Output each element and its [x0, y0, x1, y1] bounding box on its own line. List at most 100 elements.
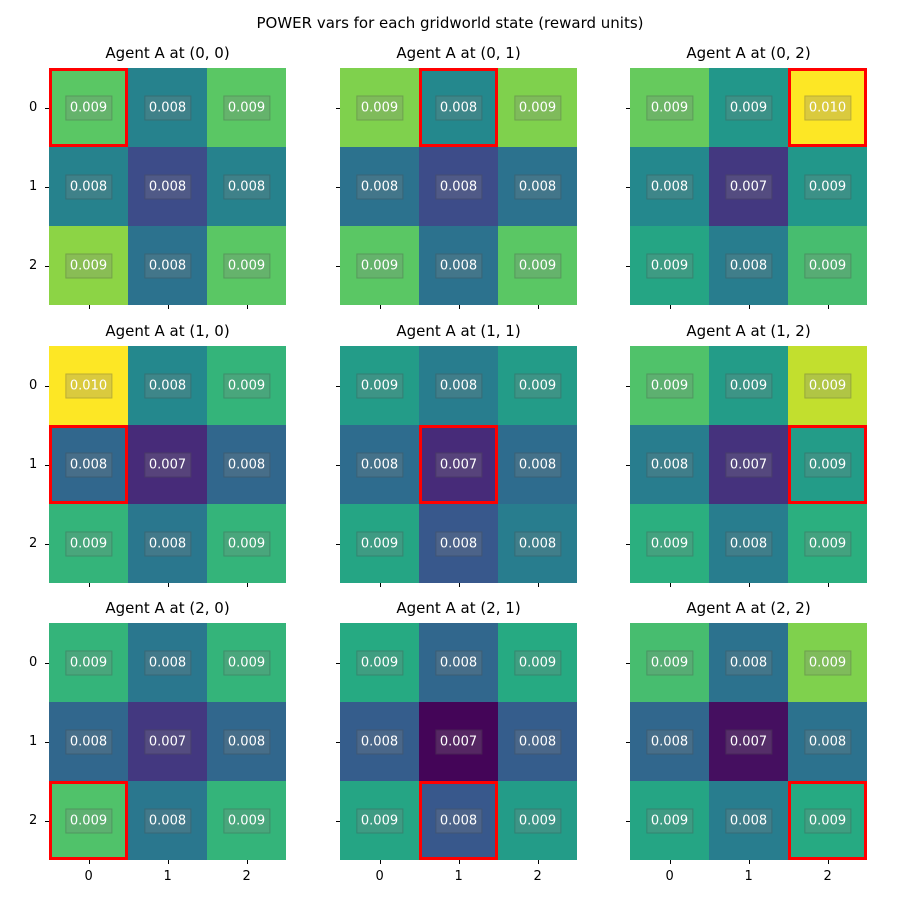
- heatmap-cell: 0.008: [128, 781, 207, 860]
- cell-value-label: 0.007: [143, 452, 192, 477]
- y-tick-mark: [45, 186, 49, 188]
- cell-value-label: 0.009: [803, 531, 852, 556]
- cell-value-label: 0.009: [64, 531, 113, 556]
- heatmap-cell: 0.007: [709, 702, 788, 781]
- y-tick-label: 2: [29, 535, 38, 551]
- heatmap-axes: 0.009 0.009 0.010 0.008 0.007 0.009 0.009 0.008…: [630, 68, 867, 305]
- y-tick-mark: [626, 265, 630, 267]
- cell-value-label: 0.008: [434, 373, 483, 398]
- y-tick-mark: [336, 464, 340, 466]
- cell-value-label: 0.009: [724, 95, 773, 120]
- cell-value-label: 0.007: [143, 729, 192, 754]
- y-tick-label: 2: [29, 257, 38, 273]
- cell-value-label: 0.009: [513, 808, 562, 833]
- x-tick-mark: [537, 583, 539, 587]
- y-tick-mark: [626, 186, 630, 188]
- cell-value-label: 0.009: [645, 808, 694, 833]
- heatmap-cell: 0.008: [709, 226, 788, 305]
- y-tick-mark: [336, 543, 340, 545]
- cell-value-label: 0.009: [355, 650, 404, 675]
- y-tick-label: 0: [29, 377, 38, 393]
- heatmap-cell: 0.008: [498, 702, 577, 781]
- panel-title: Agent A at (2, 2): [686, 599, 811, 617]
- panel-title: Agent A at (1, 1): [396, 322, 521, 340]
- heatmap-cell: 0.008: [128, 147, 207, 226]
- heatmap-cell: 0.008: [498, 504, 577, 583]
- cell-value-label: 0.008: [355, 729, 404, 754]
- y-tick-mark: [45, 741, 49, 743]
- cell-value-label: 0.008: [724, 650, 773, 675]
- panel-title: Agent A at (0, 0): [105, 44, 230, 62]
- panel-title: Agent A at (1, 0): [105, 322, 230, 340]
- cell-value-label: 0.008: [513, 531, 562, 556]
- x-tick-label: 2: [823, 869, 832, 884]
- x-tick-mark: [827, 860, 829, 864]
- heatmap-cell: 0.007: [419, 702, 498, 781]
- x-tick-mark: [827, 583, 829, 587]
- heatmap-cell: 0.008: [207, 147, 286, 226]
- y-tick-mark: [626, 464, 630, 466]
- heatmap-cell: 0.008: [340, 425, 419, 504]
- heatmap-cell: 0.008: [340, 702, 419, 781]
- cell-value-label: 0.009: [803, 174, 852, 199]
- heatmap-cell: 0.008: [630, 702, 709, 781]
- cell-value-label: 0.008: [143, 808, 192, 833]
- heatmap-cell: 0.008: [128, 346, 207, 425]
- heatmap-cell: 0.009: [630, 68, 709, 147]
- cell-value-label: 0.009: [222, 373, 271, 398]
- panel-title: Agent A at (2, 0): [105, 599, 230, 617]
- heatmap-cell: 0.009: [498, 226, 577, 305]
- cell-value-label: 0.008: [434, 95, 483, 120]
- cell-value-label: 0.008: [803, 729, 852, 754]
- cell-value-label: 0.009: [513, 253, 562, 278]
- heatmap-cell: 0.009: [788, 226, 867, 305]
- y-tick-label: 1: [29, 456, 38, 472]
- cell-value-label: 0.008: [513, 174, 562, 199]
- cell-value-label: 0.009: [222, 95, 271, 120]
- heatmap-cell: 0.008: [128, 226, 207, 305]
- heatmap-cell: 0.009: [340, 226, 419, 305]
- cell-value-label: 0.008: [222, 174, 271, 199]
- cell-value-label: 0.008: [434, 808, 483, 833]
- heatmap-cell: 0.010: [49, 346, 128, 425]
- heatmap-cell: 0.008: [498, 147, 577, 226]
- heatmap-cell: 0.008: [128, 623, 207, 702]
- cell-value-label: 0.009: [222, 650, 271, 675]
- heatmap-cell: 0.009: [49, 68, 128, 147]
- heatmap-axes: 0.009 0.008 0.009 0.008 0.007 0.008 0.009 0.008…: [340, 346, 577, 583]
- heatmap-cell: 0.008: [419, 781, 498, 860]
- y-tick-label: 1: [29, 733, 38, 749]
- cell-value-label: 0.010: [803, 95, 852, 120]
- heatmap-cell: 0.009: [630, 504, 709, 583]
- heatmap-cell: 0.009: [788, 425, 867, 504]
- heatmap-cell: 0.008: [419, 68, 498, 147]
- x-tick-label: 2: [242, 869, 251, 884]
- heatmap-cell: 0.008: [788, 702, 867, 781]
- y-tick-mark: [626, 543, 630, 545]
- heatmap-axes: 0.009 0.008 0.009 0.008 0.007 0.008 0.009 0.008…: [49, 623, 286, 860]
- y-tick-mark: [336, 265, 340, 267]
- heatmap-cell: 0.007: [709, 147, 788, 226]
- heatmap-cell: 0.009: [788, 147, 867, 226]
- heatmap-cell: 0.009: [788, 504, 867, 583]
- heatmap-axes: 0.009 0.008 0.009 0.008 0.007 0.008 0.009 0.008…: [340, 623, 577, 860]
- cell-value-label: 0.007: [724, 174, 773, 199]
- heatmap-cell: 0.009: [498, 68, 577, 147]
- heatmap-cell: 0.009: [49, 226, 128, 305]
- cell-value-label: 0.009: [64, 95, 113, 120]
- cell-value-label: 0.009: [803, 808, 852, 833]
- x-tick-label: 1: [163, 869, 172, 884]
- heatmap-cell: 0.008: [49, 425, 128, 504]
- y-tick-mark: [45, 107, 49, 109]
- x-tick-label: 0: [375, 869, 384, 884]
- cell-value-label: 0.009: [645, 531, 694, 556]
- heatmap-cell: 0.007: [709, 425, 788, 504]
- cell-value-label: 0.008: [64, 452, 113, 477]
- heatmap-axes: 0.009 0.008 0.009 0.008 0.007 0.008 0.009 0.008…: [630, 623, 867, 860]
- cell-value-label: 0.009: [645, 253, 694, 278]
- cell-value-label: 0.008: [143, 253, 192, 278]
- x-tick-mark: [167, 583, 169, 587]
- cell-value-label: 0.008: [434, 253, 483, 278]
- x-tick-mark: [379, 583, 381, 587]
- heatmap-cell: 0.009: [49, 781, 128, 860]
